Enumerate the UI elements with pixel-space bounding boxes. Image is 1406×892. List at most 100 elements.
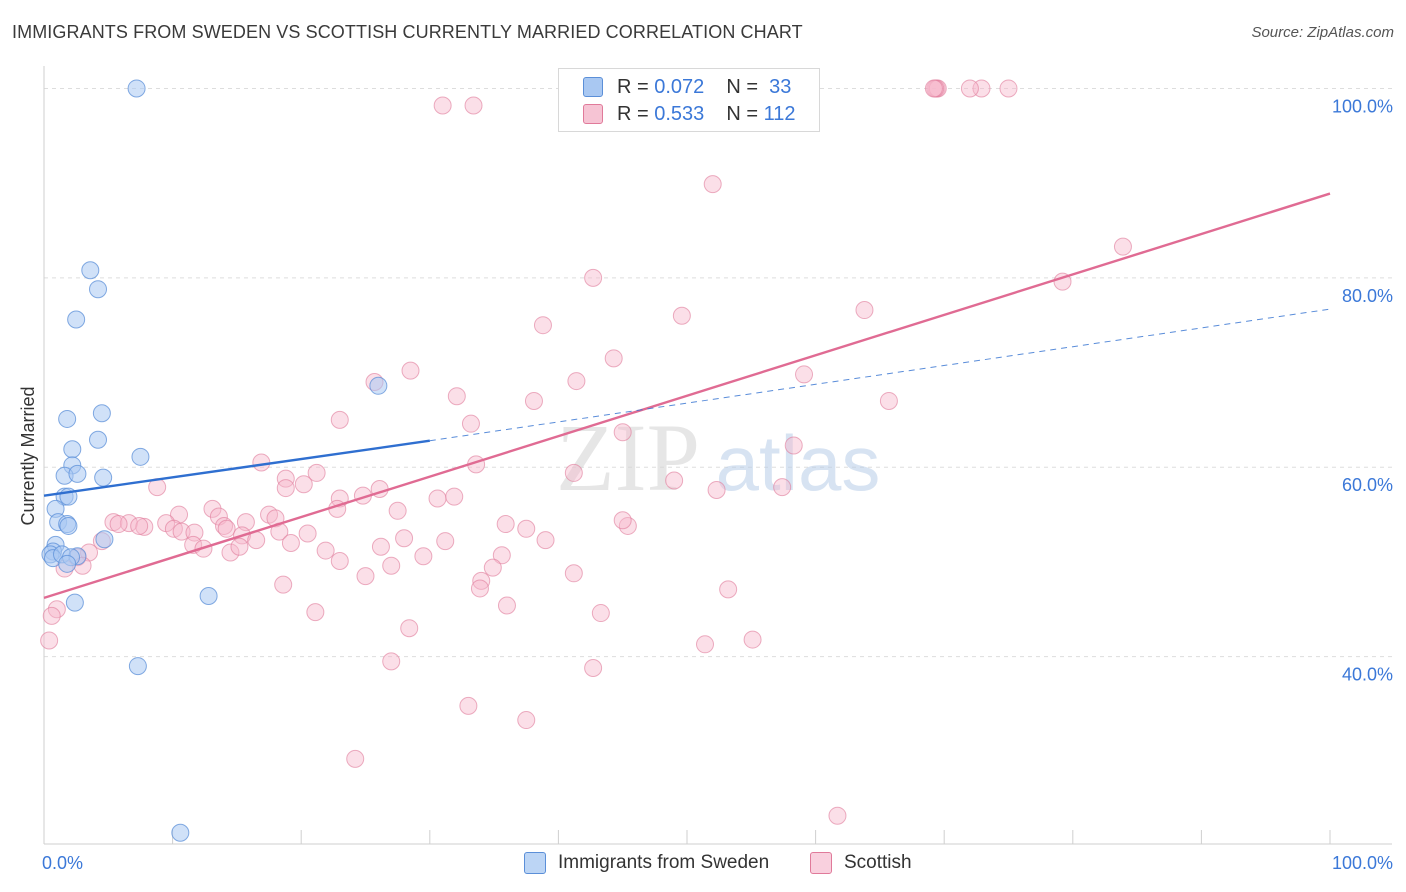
sweden-point (58, 409, 77, 428)
scottish-point (40, 631, 59, 650)
scottish-point (960, 79, 979, 98)
sweden-trend-line (43, 439, 430, 497)
scottish-point (276, 479, 295, 498)
scottish-point (743, 630, 762, 649)
scottish-point (524, 391, 543, 410)
scottish-point (436, 532, 455, 551)
sweden-point (59, 516, 78, 535)
sweden-point (65, 593, 84, 612)
scottish-point (613, 423, 632, 442)
scottish-point (447, 387, 466, 406)
scottish-point (483, 558, 502, 577)
scottish-point (330, 551, 349, 570)
source-label: Source: ZipAtlas.com (1251, 24, 1394, 41)
correlation-legend: R = 0.072 N = 33 R = 0.533 N = 112 (558, 68, 820, 132)
scottish-point (330, 410, 349, 429)
scottish-point (401, 361, 420, 380)
legend-item-sweden[interactable]: Immigrants from Sweden (524, 852, 769, 874)
scottish-point (696, 635, 715, 654)
scottish-point (130, 516, 149, 535)
scottish-point (274, 575, 293, 594)
scottish-point (445, 487, 464, 506)
series-legend: Immigrants from Sweden Scottish (0, 852, 1406, 878)
scottish-point (855, 301, 874, 320)
scottish-point (276, 469, 295, 488)
scottish-point (665, 471, 684, 490)
trend-lines (43, 192, 1331, 600)
grid-lines (44, 87, 1392, 658)
scottish-point (613, 511, 632, 530)
scottish-point (388, 501, 407, 520)
legend-r-label: R = (617, 75, 649, 98)
sweden-point (94, 468, 113, 487)
scottish-trend-line (43, 192, 1331, 600)
scottish-point (591, 604, 610, 623)
y-tick-label: 60.0% (1342, 475, 1393, 495)
scottish-swatch (583, 104, 603, 124)
legend-n-value: 33 (769, 75, 792, 98)
legend-item-scottish[interactable]: Scottish (810, 852, 912, 874)
legend-n-value: 112 (763, 102, 796, 125)
scottish-point (828, 806, 847, 825)
y-tick-labels: 40.0% 60.0% 80.0% 100.0% (1332, 96, 1393, 684)
watermark-zip: ZIP (556, 404, 700, 511)
scottish-point (604, 349, 623, 368)
sweden-point (81, 261, 100, 280)
scottish-point (135, 517, 154, 536)
scottish-point (1113, 237, 1132, 256)
scottish-point (400, 619, 419, 638)
sweden-point (68, 464, 87, 483)
chart-title: IMMIGRANTS FROM SWEDEN VS SCOTTISH CURRE… (12, 22, 803, 42)
scottish-point (414, 547, 433, 566)
scottish-legend-swatch (810, 852, 832, 874)
scottish-point (567, 372, 586, 391)
scottish-point (203, 499, 222, 518)
sweden-point (63, 440, 82, 459)
legend-n-label: N = (726, 75, 758, 98)
scottish-point (584, 268, 603, 287)
sweden-point (95, 530, 114, 549)
scottish-point (584, 658, 603, 677)
scottish-point (496, 515, 515, 534)
scottish-point (517, 519, 536, 538)
legend-row-sweden: R = 0.072 N = 33 (583, 75, 791, 99)
y-tick-label: 40.0% (1342, 665, 1393, 685)
scottish-point (533, 316, 552, 335)
sweden-point (89, 280, 108, 299)
scottish-point (459, 696, 478, 715)
scottish-point (307, 463, 326, 482)
scottish-point (395, 529, 414, 548)
legend-r-value: 0.072 (654, 75, 705, 98)
legend-r-value: 0.533 (654, 102, 705, 125)
scottish-point (497, 596, 516, 615)
sweden-legend-swatch (524, 852, 546, 874)
legend-label-sweden: Immigrants from Sweden (558, 852, 770, 873)
scottish-point (172, 522, 191, 541)
scottish-point (252, 453, 271, 472)
scottish-point (719, 580, 738, 599)
x-tick-label: 0.0% (42, 853, 83, 873)
scottish-point (356, 567, 375, 586)
scottish-point (464, 96, 483, 115)
scottish-point (119, 514, 138, 533)
scottish-point (707, 480, 726, 499)
scottish-point (879, 391, 898, 410)
scottish-point (564, 564, 583, 583)
scottish-point (470, 579, 489, 598)
scottish-point (217, 519, 236, 538)
scottish-point (999, 79, 1018, 98)
scottish-point (371, 537, 390, 556)
sweden-point (131, 447, 150, 466)
sweden-point (92, 404, 111, 423)
axes (43, 66, 1392, 845)
x-tick-label: 100.0% (1332, 853, 1393, 873)
scottish-point (703, 175, 722, 194)
sweden-trend-extension (429, 308, 1331, 442)
sweden-point (67, 310, 86, 329)
sweden-point (89, 430, 108, 449)
scottish-point (221, 543, 240, 562)
scottish-point (382, 556, 401, 575)
scottish-point (281, 533, 300, 552)
sweden-point (128, 657, 147, 676)
